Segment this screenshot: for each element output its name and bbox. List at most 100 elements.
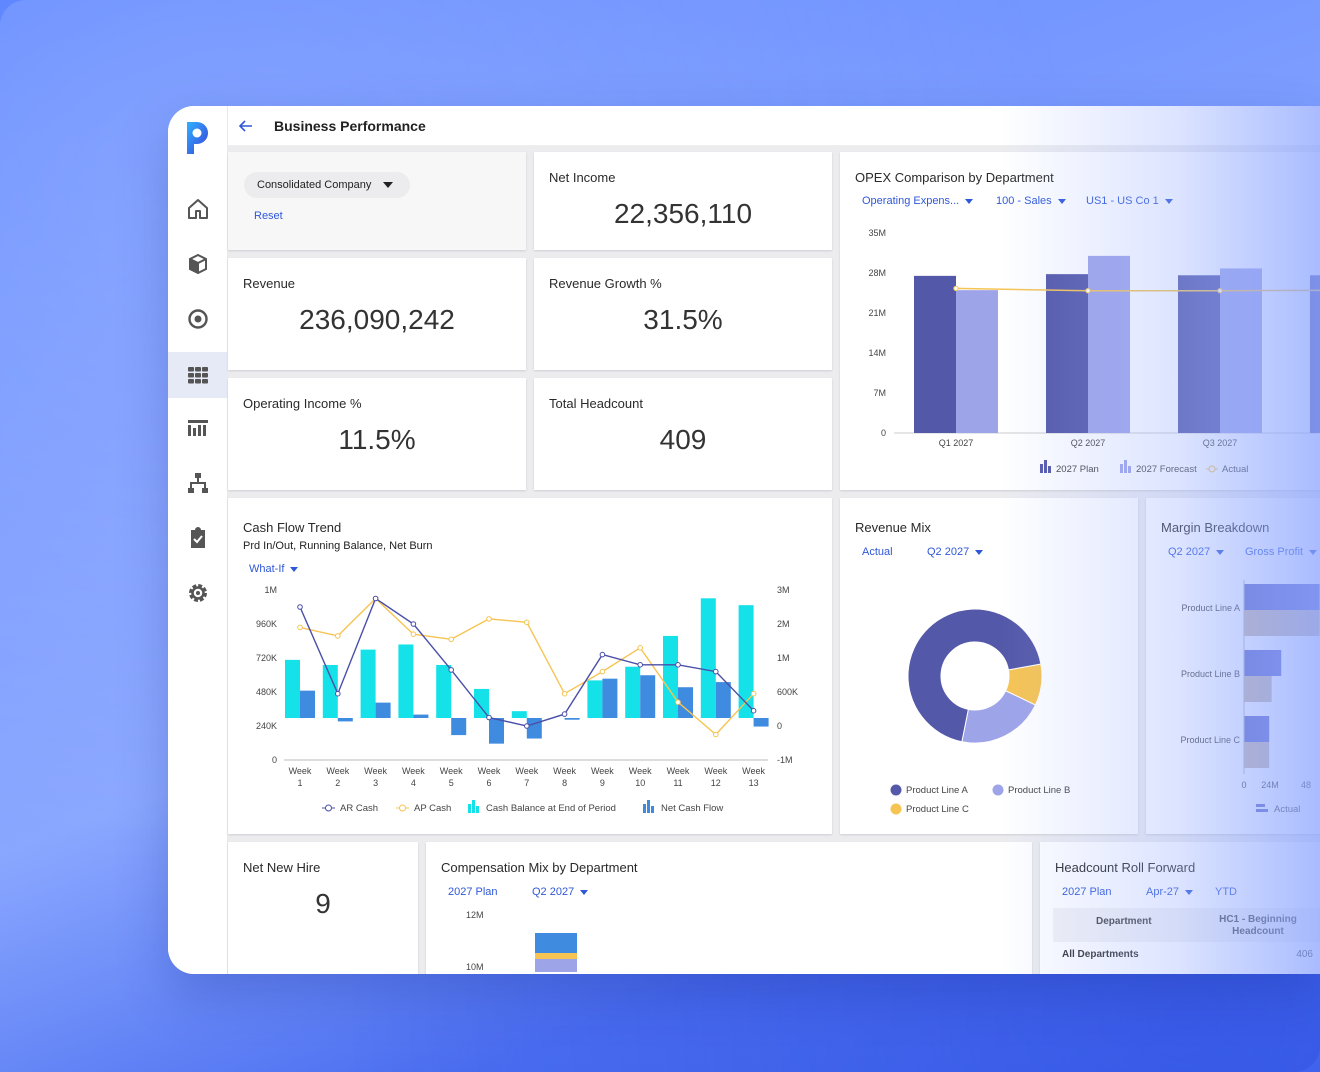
kpi-value: 9 bbox=[315, 888, 331, 919]
sidebar-item-hierarchy[interactable] bbox=[168, 463, 228, 503]
ar-cash-point bbox=[335, 690, 341, 697]
x-tick-label: 11 bbox=[673, 778, 682, 788]
sidebar-item-tasks[interactable] bbox=[168, 518, 228, 558]
y-tick-label: 28M bbox=[868, 268, 886, 278]
kpi-label: Net New Hire bbox=[243, 860, 321, 875]
x-tick-label: 8 bbox=[562, 778, 567, 788]
sidebar-item-dashboards[interactable] bbox=[168, 352, 228, 398]
column-header: HC1 - Beginning Headcount bbox=[1219, 914, 1297, 937]
kpi-card-net-new-hire: Net New Hire 9 bbox=[228, 842, 418, 974]
kpi-label: Revenue Growth % bbox=[549, 276, 662, 291]
kpi-value: 11.5% bbox=[338, 424, 416, 455]
chevron-down-icon bbox=[580, 889, 589, 895]
table-row[interactable]: All Departments 406 bbox=[1053, 944, 1320, 968]
kpi-value: 409 bbox=[659, 424, 707, 455]
bar-cash-balance bbox=[398, 644, 414, 718]
sidebar-item-settings[interactable] bbox=[168, 573, 228, 613]
opex-filter-account[interactable]: Operating Expens... bbox=[862, 195, 974, 207]
y-tick-label: 35M bbox=[868, 228, 886, 238]
left-tick-label: 480K bbox=[256, 687, 277, 697]
filter-label: Apr-27 bbox=[1146, 886, 1180, 898]
bar-series-2 bbox=[1244, 742, 1270, 768]
legend-swatch bbox=[651, 806, 654, 813]
ap-cash-point bbox=[297, 624, 303, 631]
ap-cash-point bbox=[335, 633, 341, 639]
bar-net-cash-flow bbox=[526, 718, 542, 739]
revenue-mix-filter-period[interactable]: Q2 2027 bbox=[927, 546, 984, 558]
x-tick-label: Week bbox=[742, 766, 765, 776]
hc-filter-period[interactable]: Apr-27 bbox=[1146, 886, 1194, 898]
right-tick-label: -1M bbox=[777, 755, 793, 765]
x-tick-label: 10 bbox=[635, 778, 645, 788]
x-tick-label: 48 bbox=[1301, 780, 1311, 790]
legend-label: AR Cash bbox=[340, 803, 378, 814]
ar-cash-point bbox=[372, 595, 379, 602]
bar-cash-balance bbox=[663, 635, 678, 718]
x-tick-label: Week bbox=[326, 766, 349, 776]
ap-cash-point bbox=[448, 636, 454, 643]
left-tick-label: 0 bbox=[272, 755, 277, 765]
row-label: Product Line A bbox=[1181, 603, 1240, 613]
bar-net-cash-flow bbox=[640, 675, 656, 718]
compensation-filter-version[interactable]: 2027 Plan bbox=[448, 886, 498, 898]
reset-link[interactable]: Reset bbox=[254, 210, 283, 222]
table-header: Department HC1 - Beginning Headcount bbox=[1053, 908, 1320, 942]
left-tick-label: 720K bbox=[256, 653, 277, 663]
filter-label: Q2 2027 bbox=[927, 546, 970, 558]
filter-label: Actual bbox=[862, 546, 893, 558]
legend-swatch bbox=[1208, 465, 1216, 473]
revenue-mix-filter-version[interactable]: Actual bbox=[862, 546, 893, 558]
kpi-label: Total Headcount bbox=[549, 396, 643, 411]
filter-label: 2027 Plan bbox=[1062, 886, 1112, 898]
legend-swatch bbox=[1124, 460, 1127, 473]
right-tick-label: 1M bbox=[777, 653, 790, 663]
actual-point bbox=[1085, 288, 1091, 294]
chevron-down-icon bbox=[965, 198, 974, 204]
company-select[interactable]: Consolidated Company bbox=[244, 172, 410, 198]
sidebar-item-models[interactable] bbox=[168, 244, 228, 284]
y-tick-label: 14M bbox=[868, 348, 886, 358]
x-tick-label: Week bbox=[289, 766, 312, 776]
ar-cash-point bbox=[675, 662, 681, 668]
hc-filter-version[interactable]: 2027 Plan bbox=[1062, 886, 1112, 898]
page-title: Business Performance bbox=[274, 117, 426, 134]
bar-net-cash-flow bbox=[337, 718, 353, 722]
cashflow-filter-scenario[interactable]: What-If bbox=[249, 563, 299, 575]
legend-swatch bbox=[1040, 464, 1043, 473]
right-tick-label: 600K bbox=[777, 687, 798, 697]
compensation-title: Compensation Mix by Department bbox=[441, 860, 638, 875]
filter-label: What-If bbox=[249, 563, 285, 575]
x-tick-label: 1 bbox=[297, 778, 302, 788]
x-tick-label: Week bbox=[515, 766, 538, 776]
kpi-label: Net Income bbox=[549, 170, 616, 185]
headcount-roll-card: Headcount Roll Forward 2027 Plan Apr-27 … bbox=[1040, 842, 1320, 974]
back-arrow-icon[interactable] bbox=[238, 118, 254, 134]
kpi-card-net-income: Net Income 22,356,110 bbox=[534, 152, 832, 250]
bar-forecast bbox=[956, 290, 998, 433]
x-tick-label: 9 bbox=[600, 778, 605, 788]
filter-label: YTD bbox=[1215, 886, 1237, 898]
bar-net-cash-flow bbox=[489, 718, 504, 744]
hc-filter-range[interactable]: YTD bbox=[1215, 886, 1237, 898]
bar-forecast bbox=[1220, 268, 1262, 433]
legend-label: 2027 Forecast bbox=[1136, 464, 1197, 475]
table-cell: 406 bbox=[1296, 949, 1313, 960]
bar-forecast bbox=[1088, 255, 1130, 433]
target-icon bbox=[188, 309, 208, 329]
cashflow-subtitle: Prd In/Out, Running Balance, Net Burn bbox=[243, 540, 433, 552]
y-tick-label: 21M bbox=[868, 308, 886, 318]
legend-label: Product Line C bbox=[906, 804, 969, 815]
sidebar-item-goals[interactable] bbox=[168, 299, 228, 339]
filter-card: Consolidated Company Reset bbox=[228, 152, 526, 250]
sidebar-item-home[interactable] bbox=[168, 189, 228, 229]
x-tick-label: 12 bbox=[711, 778, 721, 788]
sidebar-item-reports[interactable] bbox=[168, 408, 228, 448]
legend-swatch bbox=[1256, 804, 1265, 807]
x-tick-label: Q1 2027 bbox=[939, 438, 974, 448]
compensation-filter-period[interactable]: Q2 2027 bbox=[532, 886, 589, 898]
ar-cash-point bbox=[750, 707, 757, 714]
legend-label: Net Cash Flow bbox=[661, 803, 723, 814]
ar-cash-point bbox=[599, 651, 606, 658]
app-logo bbox=[187, 122, 208, 154]
x-tick-label: Week bbox=[667, 766, 690, 776]
